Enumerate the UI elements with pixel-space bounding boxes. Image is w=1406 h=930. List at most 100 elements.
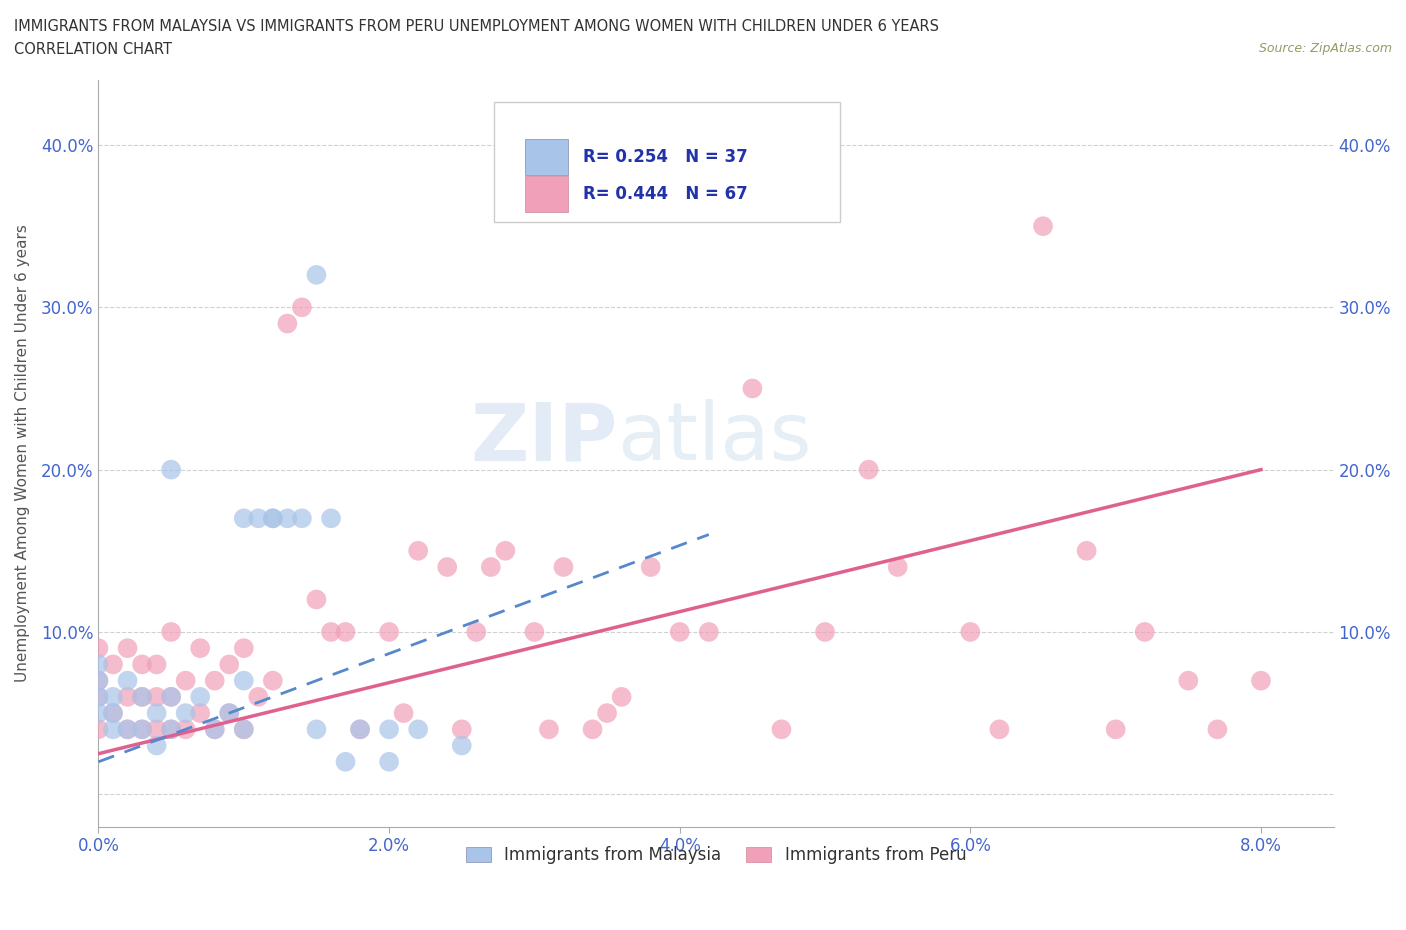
Point	[188, 689, 211, 704]
Point	[247, 511, 270, 525]
Point	[1133, 625, 1156, 640]
Point	[378, 722, 401, 737]
Point	[262, 673, 284, 688]
Point	[101, 722, 124, 737]
Point	[131, 722, 153, 737]
Point	[392, 706, 415, 721]
Point	[436, 560, 458, 575]
Point	[232, 722, 254, 737]
Point	[494, 543, 516, 558]
Legend: Immigrants from Malaysia, Immigrants from Peru: Immigrants from Malaysia, Immigrants fro…	[460, 839, 973, 870]
Point	[131, 722, 153, 737]
Point	[1206, 722, 1229, 737]
Point	[87, 673, 110, 688]
Text: ZIP: ZIP	[470, 400, 617, 477]
Point	[1032, 219, 1054, 233]
Text: atlas: atlas	[617, 400, 811, 477]
Point	[218, 706, 240, 721]
Point	[988, 722, 1011, 737]
Point	[406, 543, 429, 558]
Point	[523, 625, 546, 640]
Point	[1177, 673, 1199, 688]
Point	[87, 706, 110, 721]
FancyBboxPatch shape	[494, 102, 839, 222]
Point	[145, 706, 167, 721]
Point	[204, 722, 226, 737]
Point	[232, 641, 254, 656]
Point	[145, 722, 167, 737]
Point	[378, 754, 401, 769]
Point	[581, 722, 603, 737]
Point	[131, 689, 153, 704]
Point	[232, 722, 254, 737]
Point	[335, 625, 357, 640]
Point	[160, 689, 183, 704]
Point	[247, 689, 270, 704]
Text: R= 0.444   N = 67: R= 0.444 N = 67	[582, 184, 748, 203]
Point	[1105, 722, 1128, 737]
Point	[145, 738, 167, 753]
Point	[349, 722, 371, 737]
Point	[145, 689, 167, 704]
Point	[858, 462, 880, 477]
Point	[335, 754, 357, 769]
Point	[291, 299, 314, 314]
Point	[406, 722, 429, 737]
Point	[117, 673, 139, 688]
Point	[537, 722, 560, 737]
Point	[204, 673, 226, 688]
Point	[101, 706, 124, 721]
Point	[145, 657, 167, 671]
Point	[610, 689, 633, 704]
Point	[450, 722, 472, 737]
FancyBboxPatch shape	[524, 140, 568, 175]
Point	[117, 641, 139, 656]
Point	[117, 689, 139, 704]
Point	[101, 706, 124, 721]
Point	[188, 641, 211, 656]
Point	[232, 673, 254, 688]
Point	[117, 722, 139, 737]
Point	[319, 511, 342, 525]
Text: R= 0.254   N = 37: R= 0.254 N = 37	[582, 148, 748, 166]
Point	[668, 625, 690, 640]
Point	[117, 722, 139, 737]
Point	[640, 560, 662, 575]
Text: IMMIGRANTS FROM MALAYSIA VS IMMIGRANTS FROM PERU UNEMPLOYMENT AMONG WOMEN WITH C: IMMIGRANTS FROM MALAYSIA VS IMMIGRANTS F…	[14, 19, 939, 33]
Point	[204, 722, 226, 737]
Text: CORRELATION CHART: CORRELATION CHART	[14, 42, 172, 57]
Text: Source: ZipAtlas.com: Source: ZipAtlas.com	[1258, 42, 1392, 55]
Point	[305, 268, 328, 283]
Point	[465, 625, 488, 640]
Point	[262, 511, 284, 525]
Point	[450, 738, 472, 753]
Point	[349, 722, 371, 737]
Y-axis label: Unemployment Among Women with Children Under 6 years: Unemployment Among Women with Children U…	[15, 224, 30, 683]
Point	[886, 560, 908, 575]
Point	[131, 689, 153, 704]
Point	[87, 657, 110, 671]
Point	[188, 706, 211, 721]
Point	[160, 625, 183, 640]
Point	[553, 560, 575, 575]
Point	[319, 625, 342, 640]
Point	[232, 511, 254, 525]
Point	[87, 673, 110, 688]
Point	[697, 625, 720, 640]
Point	[131, 657, 153, 671]
Point	[160, 689, 183, 704]
Point	[1250, 673, 1272, 688]
Point	[276, 511, 298, 525]
Point	[959, 625, 981, 640]
Point	[101, 657, 124, 671]
Point	[218, 657, 240, 671]
Point	[378, 625, 401, 640]
Point	[160, 722, 183, 737]
Point	[596, 706, 619, 721]
Point	[479, 560, 502, 575]
Point	[174, 673, 197, 688]
Point	[174, 706, 197, 721]
Point	[770, 722, 793, 737]
Point	[218, 706, 240, 721]
Point	[87, 641, 110, 656]
